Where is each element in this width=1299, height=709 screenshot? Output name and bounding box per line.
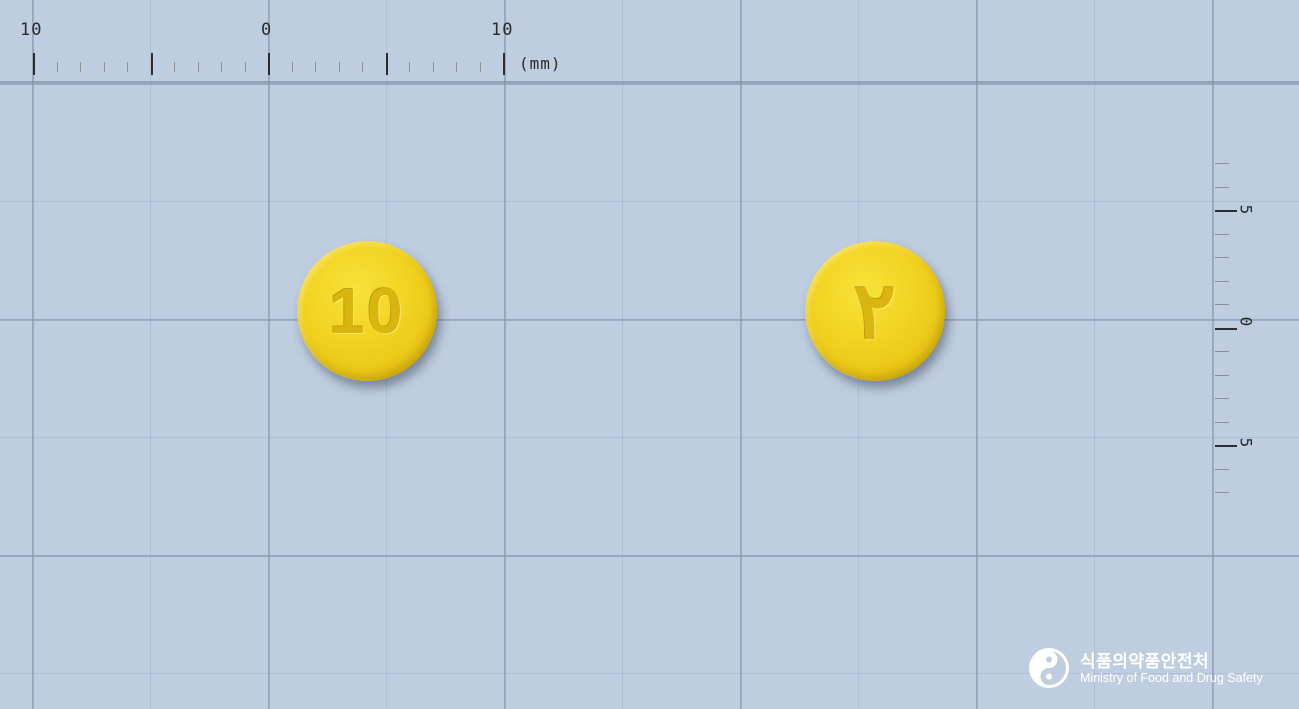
vertical-ruler-label-top: 5 <box>1236 205 1255 215</box>
ruler-major-tick <box>503 53 505 75</box>
ruler-minor-tick <box>198 62 199 72</box>
ruler-minor-tick <box>127 62 128 72</box>
pill-front: 10 <box>297 241 437 381</box>
ruler-minor-tick <box>315 62 316 72</box>
vertical-ruler-minor-tick <box>1215 281 1229 282</box>
ruler-minor-tick <box>174 62 175 72</box>
ruler-minor-tick <box>245 62 246 72</box>
logo-english-text: Ministry of Food and Drug Safety <box>1080 671 1263 685</box>
vertical-ruler-minor-tick <box>1215 234 1229 235</box>
ruler-major-tick <box>151 53 153 75</box>
ruler-minor-tick <box>480 62 481 72</box>
vertical-ruler-minor-tick <box>1215 187 1229 188</box>
logo-korean-text: 식품의약품안전처 <box>1080 647 1209 672</box>
vertical-ruler-minor-tick <box>1215 469 1229 470</box>
ruler-minor-tick <box>57 62 58 72</box>
vertical-ruler-minor-tick <box>1215 304 1229 305</box>
vertical-ruler-major-tick <box>1215 445 1237 447</box>
ruler-minor-tick <box>433 62 434 72</box>
ruler-major-tick <box>386 53 388 75</box>
vertical-ruler-minor-tick <box>1215 351 1229 352</box>
ruler-minor-tick <box>221 62 222 72</box>
ruler-minor-tick <box>456 62 457 72</box>
vertical-ruler-minor-tick <box>1215 163 1229 164</box>
ruler-label-left: 10 <box>20 20 42 40</box>
horizontal-ruler: 10 0 10 (mm) <box>0 0 600 82</box>
ruler-minor-tick <box>104 62 105 72</box>
vertical-ruler-label-bottom: 5 <box>1236 438 1255 448</box>
ruler-minor-tick <box>339 62 340 72</box>
vertical-ruler-major-tick <box>1215 328 1237 330</box>
ruler-unit: (mm) <box>519 54 562 73</box>
ruler-major-tick <box>268 53 270 75</box>
vertical-ruler: 5 0 5 <box>1205 150 1275 510</box>
vertical-ruler-minor-tick <box>1215 257 1229 258</box>
pill-front-imprint: 10 <box>329 274 404 348</box>
ruler-label-right: 10 <box>491 20 513 40</box>
vertical-ruler-minor-tick <box>1215 492 1229 493</box>
vertical-ruler-label-center: 0 <box>1236 317 1255 327</box>
vertical-ruler-minor-tick <box>1215 422 1229 423</box>
ruler-minor-tick <box>80 62 81 72</box>
pill-back: ٢ <box>805 241 945 381</box>
mfds-logo: 식품의약품안전처 Ministry of Food and Drug Safet… <box>1028 645 1278 693</box>
ruler-minor-tick <box>362 62 363 72</box>
ruler-minor-tick <box>409 62 410 72</box>
vertical-ruler-minor-tick <box>1215 398 1229 399</box>
vertical-ruler-major-tick <box>1215 210 1237 212</box>
ruler-major-tick <box>33 53 35 75</box>
pill-back-imprint: ٢ <box>854 266 896 357</box>
vertical-ruler-minor-tick <box>1215 375 1229 376</box>
mfds-emblem-icon <box>1028 647 1070 689</box>
ruler-minor-tick <box>292 62 293 72</box>
ruler-label-center: 0 <box>261 20 272 40</box>
